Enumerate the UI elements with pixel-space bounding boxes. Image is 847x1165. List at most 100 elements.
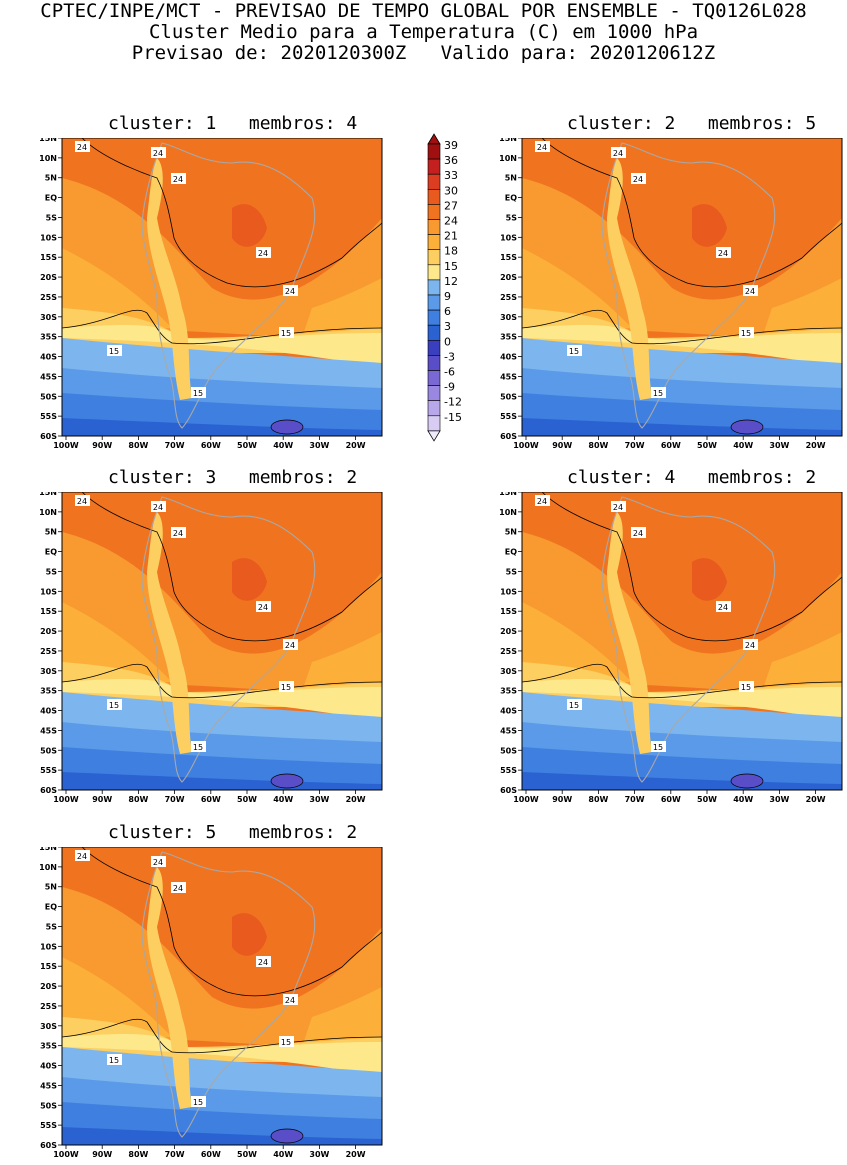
lon-tick-label: 70W [165, 441, 185, 450]
contour-label: 15 [193, 743, 203, 752]
lon-tick-label: 50W [237, 441, 257, 450]
lat-tick-label: EQ [505, 548, 517, 557]
lat-tick-label: 55S [40, 412, 57, 421]
field-cold-spot [270, 419, 304, 435]
contour-label-box [283, 994, 298, 1005]
map-frame [521, 138, 843, 437]
forecast-map-panel: 24 24 24 24 24 15 15 15 15N 10N 5N EQ 5S 10S 15S 20S 25S… [39, 138, 383, 450]
field-andes [147, 867, 192, 1109]
colorbar-swatch [427, 173, 441, 190]
lat-tick-label: 15S [40, 962, 57, 971]
colorbar-label: 9 [444, 290, 451, 303]
contour-label-box [75, 141, 90, 152]
lat-tick-label: 25S [40, 647, 57, 656]
contour-label-box [739, 327, 754, 338]
lat-tick-label: 40S [500, 353, 517, 362]
contour-label-box [75, 495, 90, 506]
colorbar-swatch [427, 219, 441, 235]
colorbar-label: 15 [444, 260, 458, 273]
contour-label-box [107, 1054, 122, 1065]
field-band-15 [522, 679, 842, 722]
header-line-2: Cluster Medio para a Temperatura (C) em … [148, 21, 699, 43]
lat-tick-label: 5S [46, 213, 58, 222]
lat-tick-label: 50S [40, 1101, 57, 1110]
lon-tick-label: 80W [128, 1150, 148, 1159]
contour-label: 24 [718, 603, 728, 612]
lon-tick-label: 100W [53, 795, 79, 804]
lat-tick-label: EQ [45, 548, 57, 557]
lat-tick-label: 35S [500, 687, 517, 696]
lat-tick-label: 20S [500, 273, 517, 282]
colorbar-label: -9 [444, 381, 455, 394]
lat-tick-label: 5N [45, 174, 57, 183]
panel-title: cluster: 4 membros: 2 [567, 467, 817, 488]
contour-label: 15 [741, 329, 751, 338]
contour-label-box [611, 147, 626, 158]
lon-tick-label: 60W [201, 1150, 221, 1159]
field-cold-spot [270, 773, 304, 789]
lat-tick-label: 15S [40, 607, 57, 616]
contour-label: 24 [173, 175, 183, 184]
contour-label: 15 [741, 683, 751, 692]
colorbar-bottom-arrow [427, 430, 441, 442]
lon-tick-label: 30W [309, 795, 329, 804]
lat-tick-label: 25S [40, 293, 57, 302]
lat-tick-label: 55S [500, 412, 517, 421]
lat-tick-label: 50S [500, 746, 517, 755]
colorbar-label: 12 [444, 275, 458, 288]
contour-label-box [256, 247, 271, 258]
field-band-15 [62, 679, 382, 722]
field-band-21 [62, 602, 382, 692]
map-frame [61, 492, 383, 791]
contour-label-box [611, 501, 626, 512]
contour-label: 24 [718, 249, 728, 258]
lat-tick-label: 55S [500, 766, 517, 775]
lat-tick-label: 45S [40, 372, 57, 381]
colorbar-swatch [427, 370, 441, 386]
lat-tick-label: 25S [40, 1002, 57, 1011]
lat-tick-label: 40S [40, 707, 57, 716]
lon-tick-label: 20W [346, 795, 366, 804]
lon-tick-label: 30W [769, 795, 789, 804]
lon-tick-label: 90W [92, 441, 112, 450]
contour-label-box [567, 699, 582, 710]
lon-tick-label: 90W [552, 441, 572, 450]
colorbar-label: -12 [444, 396, 462, 409]
contour-label: 15 [109, 1056, 119, 1065]
forecast-map-panel: 24 24 24 24 24 15 15 15 15N 10N 5N EQ 5S 10S 15S 20S 25S… [499, 492, 843, 804]
contour-label-box [107, 345, 122, 356]
field-band-3 [522, 772, 842, 790]
lon-tick-label: 100W [53, 1150, 79, 1159]
lat-tick-label: 15N [39, 847, 57, 852]
lat-tick-label: 20S [40, 273, 57, 282]
lat-tick-label: 5N [45, 528, 57, 537]
colorbar-swatch [427, 385, 441, 402]
lon-tick-label: 100W [513, 795, 539, 804]
contour-label-box [151, 501, 166, 512]
field-cold-spot [730, 419, 764, 435]
field-hot-spot [232, 558, 267, 601]
lat-tick-label: 25S [500, 293, 517, 302]
contour-label-box [279, 327, 294, 338]
lon-tick-label: 40W [733, 795, 753, 804]
forecast-map-panel: 24 24 24 24 24 15 15 15 15N 10N 5N EQ 5S 10S 15S 20S 25S… [499, 138, 843, 450]
colorbar-label: 21 [444, 230, 458, 243]
contour-label: 24 [258, 958, 268, 967]
contour-label-box [283, 639, 298, 650]
field-hot-spot [232, 204, 267, 247]
lon-tick-label: 30W [769, 441, 789, 450]
contour-label: 24 [153, 503, 163, 512]
field-band-21 [522, 602, 842, 692]
lat-tick-label: 15N [39, 492, 57, 497]
lat-tick-label: 20S [500, 627, 517, 636]
contour-24 [81, 492, 382, 642]
contour-label-box [256, 956, 271, 967]
contour-label-box [191, 1096, 206, 1107]
colorbar-swatch [427, 234, 441, 250]
field-band-15 [62, 325, 382, 368]
field-hot-spot [232, 913, 267, 956]
contour-label-box [535, 495, 550, 506]
lon-tick-label: 80W [128, 441, 148, 450]
lat-tick-label: 5S [506, 567, 518, 576]
contour-label: 15 [109, 347, 119, 356]
